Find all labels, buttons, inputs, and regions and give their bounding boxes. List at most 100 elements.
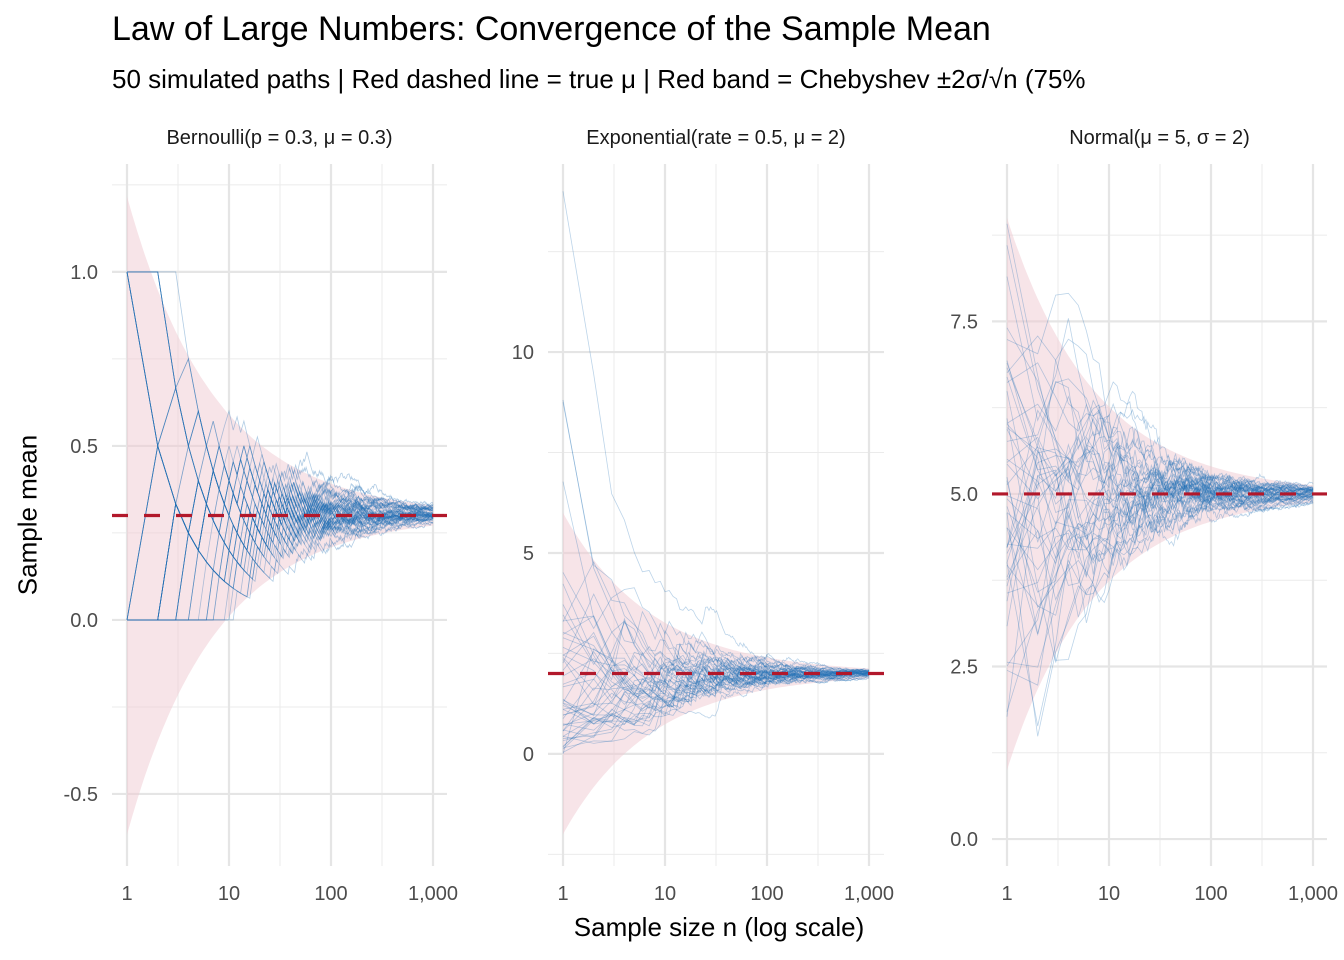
sample-path: [1006, 448, 1314, 602]
sample-path: [1006, 436, 1314, 513]
sample-path: [1006, 493, 1314, 668]
sample-path: [1006, 338, 1314, 495]
sample-path: [562, 639, 870, 697]
sample-path: [1006, 456, 1313, 563]
y-tick-label: 0: [523, 744, 534, 766]
x-tick-label: 1,000: [408, 883, 458, 905]
y-tick-label: 1.0: [70, 262, 98, 284]
sample-path: [562, 572, 870, 690]
sample-path: [562, 658, 869, 710]
x-tick-label: 100: [750, 883, 783, 905]
y-tick-label: 10: [512, 342, 534, 364]
sample-path: [1006, 409, 1314, 548]
sample-path: [1006, 485, 1313, 727]
panel-strip-exponential: Exponential(rate = 0.5, μ = 2): [586, 127, 846, 149]
sample-path: [1006, 437, 1314, 587]
sample-path: [1006, 381, 1314, 525]
sample-path: [127, 479, 433, 621]
sample-path: [562, 671, 870, 738]
sample-path: [1006, 472, 1313, 571]
sample-path: [127, 409, 434, 621]
sample-path: [562, 399, 870, 674]
sample-path: [562, 661, 870, 732]
sample-path: [126, 271, 434, 572]
sample-path: [127, 271, 434, 538]
sample-path: [127, 271, 434, 563]
x-tick-label: 1: [1001, 883, 1012, 905]
sample-path: [1006, 444, 1313, 563]
x-tick-label: 1,000: [1288, 883, 1338, 905]
x-tick-label: 10: [218, 883, 240, 905]
sample-path: [562, 617, 870, 703]
sample-path: [1006, 472, 1314, 559]
sample-path: [562, 667, 870, 753]
sample-path: [562, 631, 870, 726]
sample-path: [127, 476, 434, 621]
sample-path: [1006, 491, 1313, 572]
sample-path: [1006, 481, 1314, 686]
sample-path: [1006, 223, 1314, 521]
x-tick-label: 10: [654, 883, 676, 905]
sample-path: [1006, 481, 1314, 581]
y-tick-label: -0.5: [64, 784, 98, 806]
sample-path: [562, 561, 869, 687]
sample-path: [1006, 459, 1314, 737]
y-tick-label: 0.0: [950, 829, 978, 851]
sample-path: [1006, 463, 1314, 540]
sample-path: [127, 498, 434, 621]
panel-exponential: 0 5 10 1 10 100 1,000: [512, 164, 894, 905]
sample-path: [127, 479, 434, 621]
sample-path: [1006, 380, 1314, 548]
sample-path: [1006, 448, 1314, 627]
sample-path: [1006, 391, 1314, 543]
sample-path: [1006, 245, 1314, 495]
sample-path: [1006, 417, 1314, 549]
sample-path: [562, 645, 870, 742]
x-tick-label: 1,000: [844, 883, 894, 905]
y-tick-label: 5.0: [950, 484, 978, 506]
chart-title: Law of Large Numbers: Convergence of the…: [112, 10, 991, 48]
sample-path: [1006, 418, 1314, 663]
sample-path: [1006, 327, 1314, 518]
sample-path: [562, 653, 870, 711]
sample-path: [562, 402, 869, 690]
sample-path: [126, 445, 434, 620]
sample-path: [1006, 292, 1314, 493]
sample-path: [127, 445, 434, 621]
sample-path: [126, 271, 434, 583]
sample-path: [562, 668, 869, 716]
sample-path: [127, 462, 434, 621]
sample-path: [562, 648, 870, 755]
sample-path: [1006, 480, 1314, 609]
sample-path: [127, 509, 434, 621]
panel-strip-bernoulli: Bernoulli(p = 0.3, μ = 0.3): [166, 127, 393, 149]
sample-path: [127, 478, 434, 621]
sample-path: [127, 271, 434, 555]
x-axis-label: Sample size n (log scale): [573, 912, 865, 942]
sample-path: [127, 475, 434, 621]
sample-path: [1006, 378, 1314, 500]
sample-path: [562, 622, 870, 688]
sample-path: [1006, 423, 1314, 586]
sample-path: [1006, 362, 1314, 519]
sample-path: [127, 498, 434, 621]
x-tick-label: 100: [314, 883, 347, 905]
sample-path: [126, 271, 434, 552]
sample-path: [562, 654, 870, 716]
sample-path: [127, 466, 434, 621]
sample-path: [562, 665, 869, 725]
sample-path: [127, 502, 434, 621]
sample-path: [562, 191, 869, 672]
sample-path: [127, 500, 434, 621]
y-tick-label: 0.0: [70, 610, 98, 632]
panel-bernoulli: -0.5 0.0 0.5 1.0 1 10 100 1,000: [64, 164, 458, 905]
y-tick-label: 2.5: [950, 657, 978, 679]
sample-path: [126, 445, 434, 620]
sample-path: [127, 502, 434, 621]
sample-path: [562, 615, 870, 702]
y-tick-label: 7.5: [950, 311, 978, 333]
sample-path: [127, 515, 434, 621]
sample-path: [126, 271, 433, 530]
sample-path: [562, 593, 870, 709]
